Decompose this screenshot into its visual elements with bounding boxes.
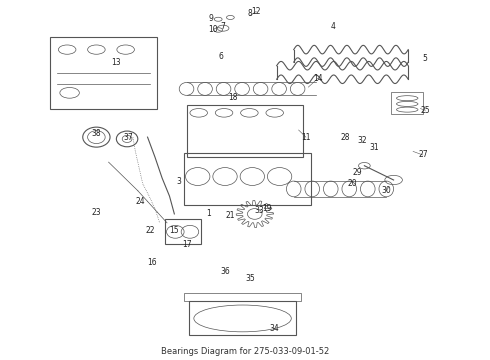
Text: 29: 29: [352, 168, 362, 177]
Text: 20: 20: [347, 179, 357, 188]
Bar: [187, 105, 303, 157]
Text: 5: 5: [423, 54, 428, 63]
Text: 19: 19: [262, 204, 272, 213]
Text: 12: 12: [251, 7, 261, 16]
Text: 21: 21: [225, 211, 235, 220]
Text: 16: 16: [147, 258, 157, 267]
Bar: [165, 219, 201, 244]
Bar: [50, 37, 157, 109]
Bar: [391, 93, 423, 114]
Text: 15: 15: [170, 225, 179, 234]
Text: 13: 13: [111, 58, 121, 67]
Text: 1: 1: [206, 210, 211, 219]
Bar: [189, 301, 296, 336]
Text: 22: 22: [145, 225, 155, 234]
Text: 33: 33: [255, 206, 265, 215]
Text: 37: 37: [123, 132, 133, 141]
Text: 28: 28: [340, 132, 350, 141]
Text: 14: 14: [313, 74, 323, 83]
Text: 8: 8: [247, 9, 252, 18]
Text: 36: 36: [220, 267, 230, 276]
Text: 11: 11: [301, 132, 311, 141]
Text: 6: 6: [218, 52, 223, 61]
Text: 24: 24: [135, 197, 145, 206]
Text: 35: 35: [245, 274, 255, 283]
Bar: [184, 153, 311, 205]
Text: 27: 27: [418, 150, 428, 159]
Bar: [184, 293, 301, 301]
Text: 4: 4: [330, 22, 335, 31]
Text: 32: 32: [357, 136, 367, 145]
Text: 23: 23: [92, 208, 101, 217]
Text: 7: 7: [220, 22, 225, 31]
Text: 18: 18: [228, 93, 238, 102]
Text: 10: 10: [209, 26, 218, 35]
Text: 3: 3: [177, 177, 182, 186]
Text: 30: 30: [381, 186, 391, 195]
Text: 9: 9: [208, 14, 213, 23]
Text: 31: 31: [369, 143, 379, 152]
Text: 38: 38: [92, 129, 101, 138]
Text: 17: 17: [182, 240, 192, 249]
Text: 25: 25: [420, 106, 430, 115]
Text: Bearings Diagram for 275-033-09-01-52: Bearings Diagram for 275-033-09-01-52: [161, 347, 329, 356]
Text: 34: 34: [270, 324, 279, 333]
